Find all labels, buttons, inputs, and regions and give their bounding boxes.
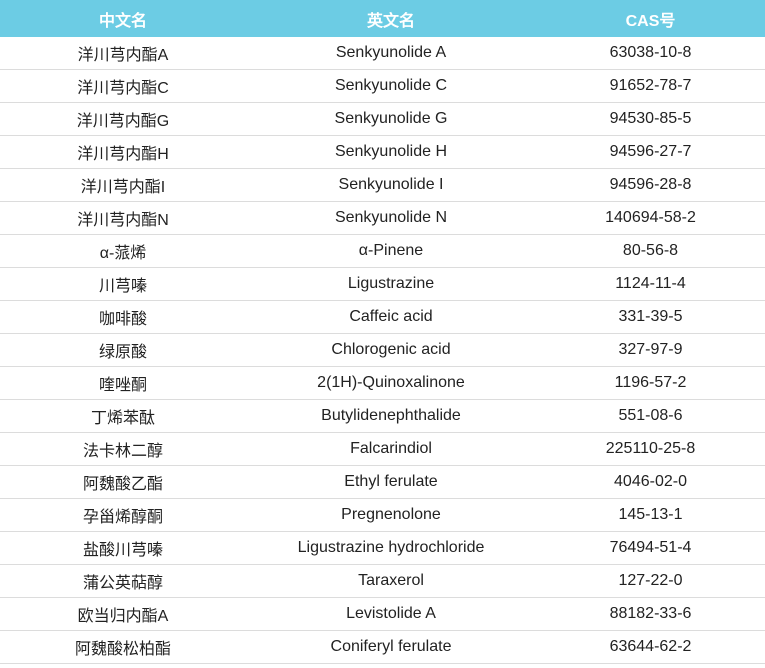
cas-number-cell: 225110-25-8 — [536, 432, 765, 466]
cas-number-cell: 88182-33-6 — [536, 597, 765, 631]
chinese-name-cell: α-蒎烯 — [0, 234, 246, 268]
english-name-cell: Butylidenephthalide — [246, 399, 536, 433]
english-name-cell: α-Pinene — [246, 234, 536, 268]
english-name-cell: Falcarindiol — [246, 432, 536, 466]
table-row: α-蒎烯 α-Pinene 80-56-8 — [0, 234, 765, 268]
chinese-name-cell: 喹唑酮 — [0, 366, 246, 400]
chinese-name-cell: 洋川芎内酯A — [0, 37, 246, 70]
cas-number-cell: 140694-58-2 — [536, 201, 765, 235]
header-cas-number: CAS号 — [536, 0, 765, 37]
cas-number-cell: 94530-85-5 — [536, 102, 765, 136]
english-name-cell: Senkyunolide N — [246, 201, 536, 235]
english-name-cell: Senkyunolide G — [246, 102, 536, 136]
cas-number-cell: 145-13-1 — [536, 498, 765, 532]
english-name-cell: Ligustrazine hydrochloride — [246, 531, 536, 565]
chinese-name-cell: 川芎嗪 — [0, 267, 246, 301]
table-row: 欧当归内酯A Levistolide A 88182-33-6 — [0, 597, 765, 631]
english-name-cell: Ligustrazine — [246, 267, 536, 301]
table-row: 蒲公英萜醇 Taraxerol 127-22-0 — [0, 564, 765, 598]
chinese-name-cell: 洋川芎内酯N — [0, 201, 246, 235]
table-row: 丁烯苯酞 Butylidenephthalide 551-08-6 — [0, 399, 765, 433]
table-row: 洋川芎内酯G Senkyunolide G 94530-85-5 — [0, 102, 765, 136]
english-name-cell: Chlorogenic acid — [246, 333, 536, 367]
chinese-name-cell: 欧当归内酯A — [0, 597, 246, 631]
table-row: 洋川芎内酯H Senkyunolide H 94596-27-7 — [0, 135, 765, 169]
table-row: 咖啡酸 Caffeic acid 331-39-5 — [0, 300, 765, 334]
english-name-cell: Ethyl ferulate — [246, 465, 536, 499]
english-name-cell: Pregnenolone — [246, 498, 536, 532]
english-name-cell: Caffeic acid — [246, 300, 536, 334]
english-name-cell: Senkyunolide A — [246, 37, 536, 70]
table-row: 喹唑酮 2(1H)-Quinoxalinone 1196-57-2 — [0, 366, 765, 400]
chinese-name-cell: 绿原酸 — [0, 333, 246, 367]
cas-number-cell: 127-22-0 — [536, 564, 765, 598]
chinese-name-cell: 盐酸川芎嗪 — [0, 531, 246, 565]
chinese-name-cell: 法卡林二醇 — [0, 432, 246, 466]
chinese-name-cell: 洋川芎内酯H — [0, 135, 246, 169]
english-name-cell: Levistolide A — [246, 597, 536, 631]
english-name-cell: Coniferyl ferulate — [246, 630, 536, 664]
cas-number-cell: 94596-27-7 — [536, 135, 765, 169]
cas-number-cell: 1124-11-4 — [536, 267, 765, 301]
cas-number-cell: 1196-57-2 — [536, 366, 765, 400]
chinese-name-cell: 丁烯苯酞 — [0, 399, 246, 433]
chinese-name-cell: 蒲公英萜醇 — [0, 564, 246, 598]
table-row: 孕甾烯醇酮 Pregnenolone 145-13-1 — [0, 498, 765, 532]
table-row: 阿魏酸松柏酯 Coniferyl ferulate 63644-62-2 — [0, 630, 765, 664]
cas-number-cell: 63644-62-2 — [536, 630, 765, 664]
english-name-cell: Taraxerol — [246, 564, 536, 598]
english-name-cell: Senkyunolide H — [246, 135, 536, 169]
english-name-cell: Senkyunolide I — [246, 168, 536, 202]
cas-number-cell: 331-39-5 — [536, 300, 765, 334]
table-header-row: 中文名 英文名 CAS号 — [0, 0, 765, 37]
table-row: 洋川芎内酯I Senkyunolide I 94596-28-8 — [0, 168, 765, 202]
chinese-name-cell: 洋川芎内酯I — [0, 168, 246, 202]
header-english-name: 英文名 — [246, 0, 536, 37]
table-row: 洋川芎内酯C Senkyunolide C 91652-78-7 — [0, 69, 765, 103]
table-row: 绿原酸 Chlorogenic acid 327-97-9 — [0, 333, 765, 367]
english-name-cell: Senkyunolide C — [246, 69, 536, 103]
table-row: 川芎嗪 Ligustrazine 1124-11-4 — [0, 267, 765, 301]
table-row: 阿魏酸乙酯 Ethyl ferulate 4046-02-0 — [0, 465, 765, 499]
table-row: 法卡林二醇 Falcarindiol 225110-25-8 — [0, 432, 765, 466]
chinese-name-cell: 孕甾烯醇酮 — [0, 498, 246, 532]
cas-number-cell: 76494-51-4 — [536, 531, 765, 565]
table-row: 洋川芎内酯N Senkyunolide N 140694-58-2 — [0, 201, 765, 235]
chinese-name-cell: 洋川芎内酯G — [0, 102, 246, 136]
header-chinese-name: 中文名 — [0, 0, 246, 37]
cas-number-cell: 63038-10-8 — [536, 37, 765, 70]
cas-number-cell: 327-97-9 — [536, 333, 765, 367]
cas-number-cell: 91652-78-7 — [536, 69, 765, 103]
chinese-name-cell: 咖啡酸 — [0, 300, 246, 334]
cas-number-cell: 4046-02-0 — [536, 465, 765, 499]
table-row: 洋川芎内酯A Senkyunolide A 63038-10-8 — [0, 37, 765, 70]
table-row: 盐酸川芎嗪 Ligustrazine hydrochloride 76494-51-… — [0, 531, 765, 565]
cas-number-cell: 551-08-6 — [536, 399, 765, 433]
chinese-name-cell: 洋川芎内酯C — [0, 69, 246, 103]
cas-number-cell: 80-56-8 — [536, 234, 765, 268]
chinese-name-cell: 阿魏酸乙酯 — [0, 465, 246, 499]
english-name-cell: 2(1H)-Quinoxalinone — [246, 366, 536, 400]
cas-number-cell: 94596-28-8 — [536, 168, 765, 202]
chinese-name-cell: 阿魏酸松柏酯 — [0, 630, 246, 664]
